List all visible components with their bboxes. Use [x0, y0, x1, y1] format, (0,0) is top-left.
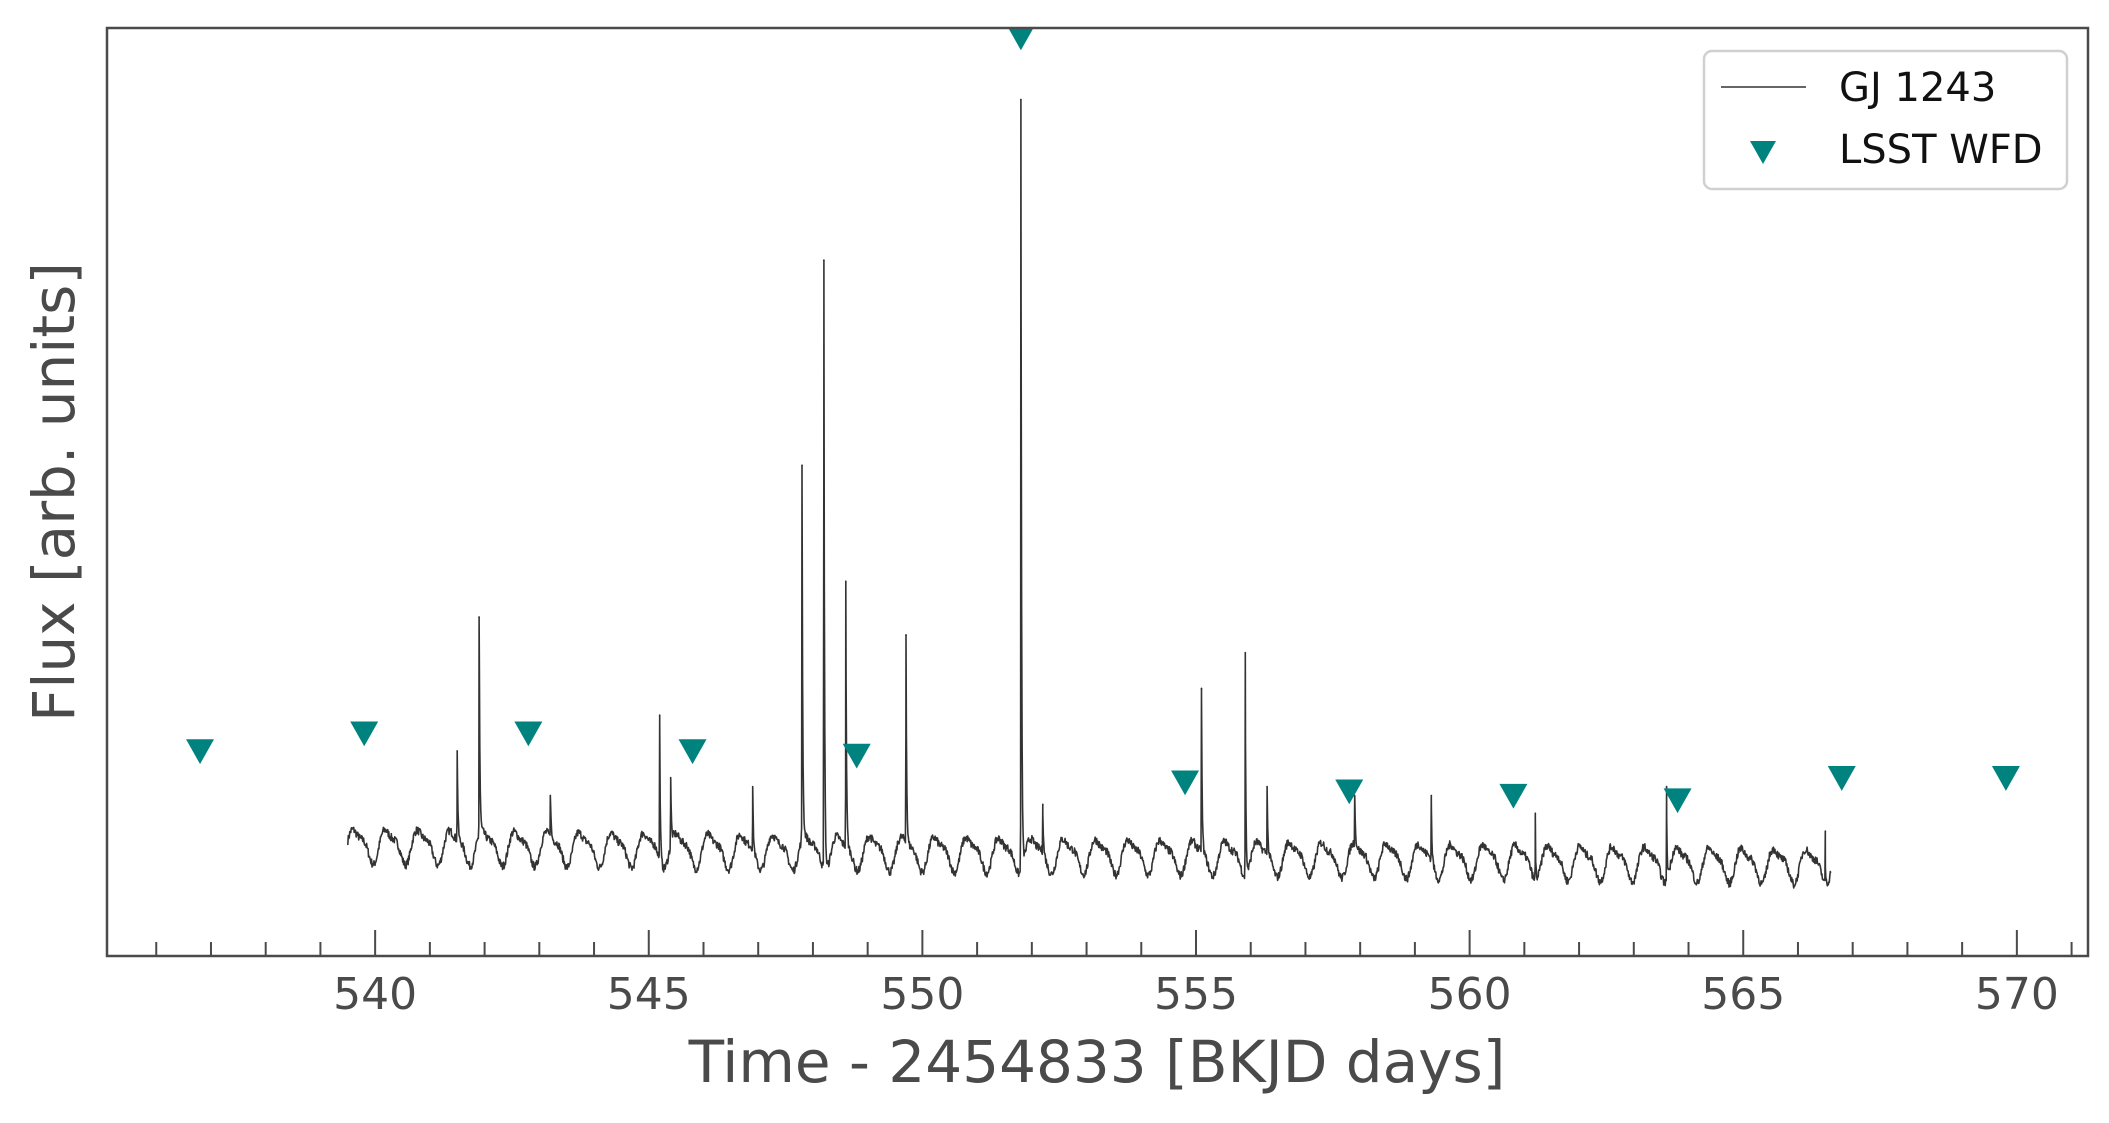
lsst-wfd-point: [1663, 788, 1692, 814]
legend-triangle-swatch: [1750, 141, 1776, 164]
legend-label-lsst: LSST WFD: [1839, 127, 2043, 173]
x-tick-label: 570: [1975, 969, 2059, 1020]
lsst-wfd-point: [350, 721, 379, 747]
plot-area: [186, 28, 2020, 889]
lsst-wfd-point: [186, 739, 215, 765]
axes-frame: [105, 26, 2090, 958]
series-line-gj1243: [347, 98, 1832, 889]
lsst-wfd-point: [1827, 766, 1856, 791]
x-axis-label: Time - 2454833 [BKJD days]: [688, 1028, 1506, 1096]
lsst-wfd-point: [1335, 779, 1364, 805]
lsst-wfd-point: [514, 721, 543, 747]
lsst-wfd-point: [1171, 770, 1200, 796]
lsst-wfd-point: [1008, 28, 1034, 51]
x-tick-label: 545: [607, 969, 691, 1020]
lsst-wfd-point: [678, 739, 707, 765]
x-axis: 540 545 550 555 560 565 570: [155, 930, 2073, 1020]
lsst-wfd-point: [1499, 783, 1528, 809]
x-tick-label: 555: [1154, 969, 1238, 1020]
x-tick-label: 550: [880, 969, 964, 1020]
x-tick-label: 560: [1428, 969, 1512, 1020]
y-axis-label: Flux [arb. units]: [20, 262, 88, 722]
x-tick-label: 565: [1701, 969, 1785, 1020]
x-tick-label: 540: [333, 969, 417, 1020]
legend-box: [1702, 49, 2069, 191]
lsst-wfd-point: [842, 743, 871, 769]
lsst-wfd-point: [1991, 766, 2020, 791]
legend-label-gj1243: GJ 1243: [1839, 65, 1996, 111]
legend: GJ 1243 LSST WFD: [1702, 49, 2069, 191]
